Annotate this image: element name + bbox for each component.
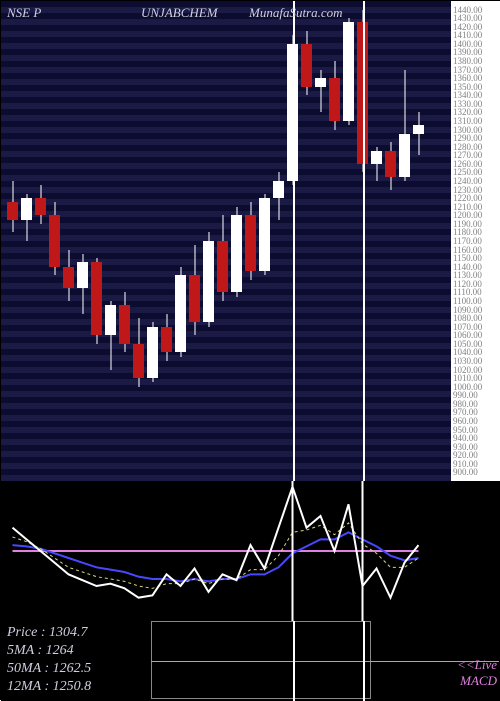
- y-axis: 1440.001430.001420.001410.001400.001390.…: [451, 1, 500, 481]
- info-line: 50MA : 1262.5: [7, 661, 91, 677]
- info-line: 5MA : 1264: [7, 643, 74, 659]
- info-line: 12MA : 1250.8: [7, 679, 91, 695]
- macd-panel: [1, 481, 500, 621]
- vertical-marker: [293, 1, 295, 481]
- chart-frame: NSE P UNJABCHEM MunafaSutra.com 1440.001…: [0, 0, 500, 700]
- live-label: <<Live: [457, 657, 497, 673]
- vertical-marker: [363, 1, 365, 481]
- site-label: MunafaSutra.com: [249, 5, 343, 21]
- vertical-marker: [363, 621, 365, 701]
- macd-svg: [1, 481, 500, 621]
- info-box: [151, 621, 371, 699]
- info-line: Price : 1304.7: [7, 625, 87, 641]
- yaxis-tick: 900.00: [453, 468, 478, 477]
- macd-label: MACD: [460, 673, 497, 689]
- exchange-label: NSE P: [7, 5, 41, 21]
- symbol-label: UNJABCHEM: [141, 5, 218, 21]
- info-pink-line: [151, 661, 499, 662]
- vertical-marker: [293, 621, 295, 701]
- price-panel: NSE P UNJABCHEM MunafaSutra.com: [1, 1, 451, 481]
- info-panel: Price : 1304.7 5MA : 1264 50MA : 1262.5 12M…: [1, 621, 500, 701]
